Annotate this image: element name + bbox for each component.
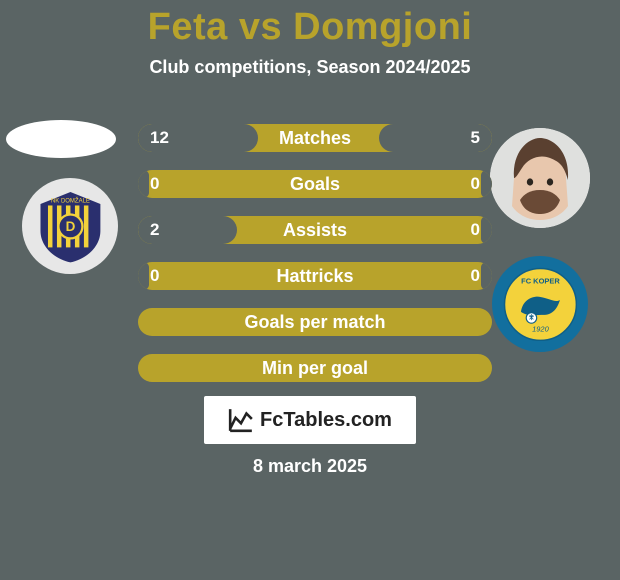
subtitle: Club competitions, Season 2024/2025 (0, 57, 620, 78)
stat-label: Goals per match (138, 308, 492, 336)
date-text: 8 march 2025 (0, 456, 620, 477)
chart-icon (228, 407, 254, 433)
club-left-badge: D NK DOMŽALE (22, 178, 118, 274)
player-right-avatar (490, 128, 590, 228)
page-title: Feta vs Domgjoni (0, 6, 620, 49)
stat-value-right: 5 (459, 124, 492, 152)
player-left-avatar (6, 120, 116, 158)
stat-row: Matches12 5 (138, 124, 492, 152)
stat-value-left: 0 (138, 262, 171, 290)
stat-value-right: 0 (459, 262, 492, 290)
club-right-badge: FC KOPER 1920 (492, 256, 588, 352)
stat-label: Min per goal (138, 354, 492, 382)
comparison-card: Feta vs Domgjoni Club competitions, Seas… (0, 0, 620, 580)
stat-label: Hattricks (138, 262, 492, 290)
stat-row: Assists2 0 (138, 216, 492, 244)
stat-row: Hattricks0 0 (138, 262, 492, 290)
stat-label: Assists (138, 216, 492, 244)
club-right-year: 1920 (532, 324, 549, 333)
svg-text:D: D (65, 218, 75, 233)
comparison-bars: Matches125Goals00Assists20Hattricks00Goa… (138, 124, 492, 400)
stat-value-right: 0 (459, 170, 492, 198)
stat-label: Matches (138, 124, 492, 152)
watermark-text: FcTables.com (260, 409, 392, 432)
stat-row: Goals0 0 (138, 170, 492, 198)
stat-label: Goals (138, 170, 492, 198)
stat-value-right: 0 (459, 216, 492, 244)
stat-value-left: 12 (138, 124, 181, 152)
stat-row: Goals per match (138, 308, 492, 336)
watermark: FcTables.com (204, 396, 416, 444)
stat-value-left: 2 (138, 216, 171, 244)
stat-row: Min per goal (138, 354, 492, 382)
club-right-name: FC KOPER (521, 276, 560, 285)
stat-value-left: 0 (138, 170, 171, 198)
